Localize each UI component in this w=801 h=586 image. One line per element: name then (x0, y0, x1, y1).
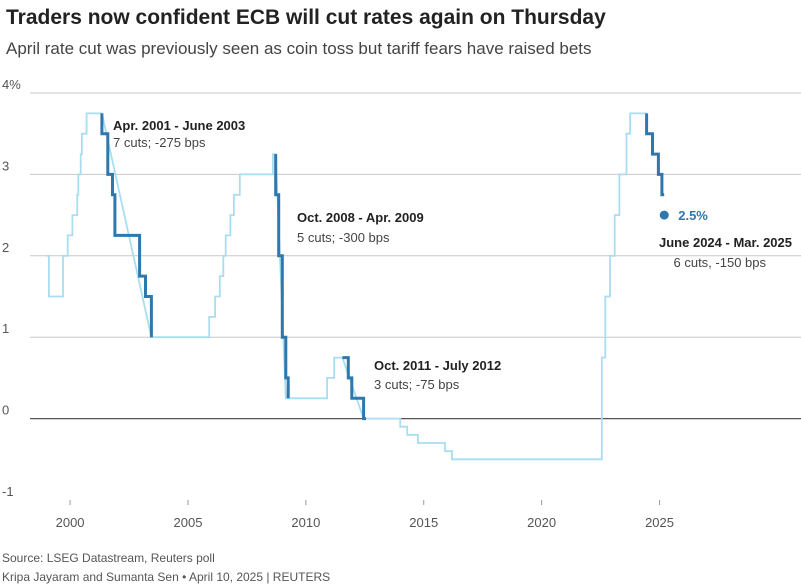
annotation-2024-detail: 6 cuts, -150 bps (674, 255, 767, 270)
y-tick-label: 2 (2, 240, 9, 255)
x-tick-label: 2010 (291, 515, 320, 530)
x-tick-label: 2015 (409, 515, 438, 530)
annotation-2011-detail: 3 cuts; -75 bps (374, 377, 460, 392)
annotation-2008-detail: 5 cuts; -300 bps (297, 230, 390, 245)
y-tick-label: 0 (2, 403, 9, 418)
series-line-cut-period (342, 356, 366, 421)
x-tick-label: 2020 (527, 515, 556, 530)
y-tick-label: 3 (2, 158, 9, 173)
annotations: Apr. 2001 - June 2003 7 cuts; -275 bps O… (113, 118, 792, 392)
annotation-2001-detail: 7 cuts; -275 bps (113, 135, 206, 150)
annotation-2008-title: Oct. 2008 - Apr. 2009 (297, 210, 424, 225)
y-tick-label: 1 (2, 321, 9, 336)
chart-title: Traders now confident ECB will cut rates… (6, 6, 606, 29)
annotation-2024-title: June 2024 - Mar. 2025 (659, 235, 792, 250)
series-line-cut-period (645, 113, 665, 197)
end-point-label: 2.5% (678, 208, 708, 223)
x-tick-label: 2025 (645, 515, 674, 530)
latest-value: 2.5% (659, 208, 708, 223)
y-tick-label: 4% (2, 77, 21, 92)
x-tick-label: 2000 (56, 515, 85, 530)
series-lines (46, 112, 665, 461)
annotation-2001-title: Apr. 2001 - June 2003 (113, 118, 245, 133)
y-tick-label: -1 (2, 484, 14, 499)
series-line-rate (46, 112, 647, 461)
end-point-marker (659, 210, 669, 220)
chart-subtitle: April rate cut was previously seen as co… (6, 39, 592, 58)
x-tick-label: 2005 (174, 515, 203, 530)
annotation-2011-title: Oct. 2011 - July 2012 (374, 358, 501, 373)
source-note: Source: LSEG Datastream, Reuters poll (2, 551, 215, 565)
credit-line: Kripa Jayaram and Sumanta Sen • April 10… (2, 570, 331, 584)
series-line-cut-period (274, 154, 290, 399)
axis-ticks: 4% 3 2 1 0 -1 2000 2005 2010 2015 2020 2025 (2, 77, 674, 530)
series-line-cut-period (100, 113, 153, 338)
